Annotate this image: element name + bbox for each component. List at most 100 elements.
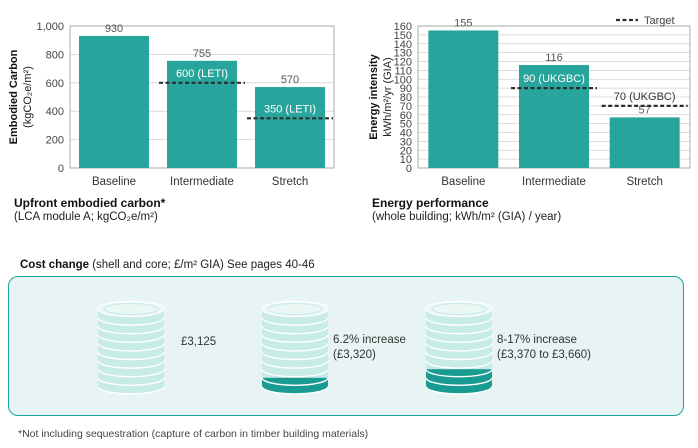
bar: [79, 35, 149, 168]
stack-cost-base: [426, 378, 492, 394]
cost-item-stretch: 8-17% increase (£3,370 to £3,660): [423, 277, 613, 417]
stack-ring: [97, 351, 165, 361]
stack-ring: [425, 377, 493, 386]
y-tick-label: 80: [400, 92, 412, 104]
bar: [428, 30, 499, 168]
y-tick-label: 50: [400, 119, 412, 131]
stack-ring: [425, 343, 493, 352]
cost-label-line1: 8-17% increase: [497, 334, 577, 346]
cost-label-line2: (£3,370 to £3,660): [497, 349, 591, 361]
stack-ring: [261, 369, 329, 378]
stack-ring: [425, 351, 493, 361]
x-tick-label: Baseline: [441, 176, 485, 188]
stack-ring: [97, 377, 165, 386]
y-tick-label: 1,000: [36, 21, 64, 33]
y-axis-unit-label: (kgCO₂e/m²): [22, 66, 34, 128]
y-tick-label: 120: [394, 57, 412, 69]
y-tick-label: 90: [400, 83, 412, 95]
y-axis-label: Energy intensity: [368, 53, 380, 139]
y-tick-label: 150: [394, 30, 412, 42]
cost-item-intermediate: 6.2% increase (£3,320): [259, 277, 429, 417]
stack-ring: [97, 317, 165, 326]
y-tick-label: 600: [46, 78, 64, 90]
x-tick-label: Stretch: [272, 176, 308, 188]
stack-ring: [425, 360, 493, 369]
cost-label-line1: £3,125: [181, 336, 217, 348]
target-label: 600 (LETI): [176, 68, 228, 80]
y-tick-label: 160: [394, 21, 412, 33]
stack-ring: [425, 386, 493, 395]
stack-ring: [97, 326, 165, 335]
y-axis-unit-label: kWh/m²/yr (GIA): [382, 57, 394, 136]
energy-caption-sub: (whole building; kWh/m² (GIA) / year): [372, 211, 562, 223]
stack-ring: [97, 386, 165, 395]
bar-value-label: 570: [281, 74, 299, 86]
bar-value-label: 57: [639, 104, 651, 116]
footnote: *Not including sequestration (capture of…: [18, 428, 369, 440]
y-tick-label: 110: [394, 65, 412, 77]
coin-stack-icon: [97, 300, 165, 395]
cost-label-intermediate: 6.2% increase (£3,320): [333, 333, 406, 363]
stack-ring: [425, 326, 493, 335]
stack-ring: [97, 343, 165, 352]
stack-top-rim: [267, 303, 323, 315]
stack-ring: [97, 334, 165, 343]
stack-ring: [425, 369, 493, 378]
y-tick-label: 0: [58, 163, 64, 175]
energy-caption-title: Energy performance: [372, 196, 489, 210]
coin-stack-icon: [261, 300, 329, 395]
stack-top: [97, 300, 165, 318]
stack-top: [261, 300, 329, 318]
y-tick-label: 130: [394, 48, 412, 60]
stack-ring: [97, 360, 165, 369]
bar: [519, 65, 589, 168]
stack-ring: [261, 334, 329, 343]
coin-stack-icon: [425, 300, 493, 395]
stack-base: [98, 378, 164, 394]
target-label: 90 (UKGBC): [523, 73, 585, 85]
y-tick-label: 400: [46, 106, 64, 118]
stack-ring: [261, 360, 329, 369]
stack-ring: [261, 343, 329, 352]
y-tick-label: 30: [400, 136, 412, 148]
x-tick-label: Intermediate: [522, 176, 586, 188]
stack-ring: [425, 317, 493, 326]
cost-change-title: Cost change: [20, 259, 90, 271]
stack-ring: [261, 377, 329, 386]
legend-target-label: Target: [644, 15, 675, 27]
stack-ring: [425, 334, 493, 343]
embodied-carbon-caption-title: Upfront embodied carbon*: [14, 196, 166, 210]
cost-label-stretch: 8-17% increase (£3,370 to £3,660): [497, 333, 591, 363]
stack-ring: [261, 386, 329, 395]
target-label: 70 (UKGBC): [614, 91, 676, 103]
stack-cost-base: [262, 378, 328, 394]
bar-value-label: 755: [193, 48, 211, 60]
y-tick-label: 40: [400, 128, 412, 140]
cost-change-heading: Cost change (shell and core; £/m² GIA) S…: [20, 259, 315, 271]
y-tick-label: 140: [394, 39, 412, 51]
y-tick-label: 0: [406, 163, 412, 175]
cost-panel: £3,125 6.2% increase (£3,320) 8-17% incr…: [8, 276, 684, 416]
x-tick-label: Intermediate: [170, 176, 234, 188]
y-tick-label: 70: [400, 101, 412, 113]
stack-ring: [97, 369, 165, 378]
stack-body: [98, 309, 164, 387]
bar: [255, 87, 325, 168]
stack-ring: [261, 351, 329, 361]
y-tick-label: 200: [46, 135, 64, 147]
x-tick-label: Stretch: [626, 176, 662, 188]
bar-value-label: 116: [545, 52, 563, 64]
bar: [609, 117, 680, 168]
bar: [167, 60, 237, 168]
embodied-carbon-caption-sub: (LCA module A; kgCO₂e/m²): [14, 211, 158, 223]
target-label: 350 (LETI): [264, 103, 316, 115]
stack-body: [262, 309, 328, 387]
energy-intensity-chart-svg: 0102030405060708090100110120130140150160…: [368, 15, 691, 188]
y-tick-label: 10: [400, 154, 412, 166]
energy-intensity-chart: 0 10 20 30 40 50 60 70 80 90 100 110 120 130 140 150 160…: [350, 0, 698, 192]
stack-ring: [261, 326, 329, 335]
stack-ring: [261, 317, 329, 326]
embodied-carbon-chart-svg: 0 200 400 600 800 1,000 Embodied Carbon (kgCO₂e…: [8, 21, 335, 188]
stack-top-rim: [103, 303, 159, 315]
embodied-carbon-chart: 0 200 400 600 800 1,000 Embodied Carbon (kgCO₂e…: [0, 0, 340, 192]
